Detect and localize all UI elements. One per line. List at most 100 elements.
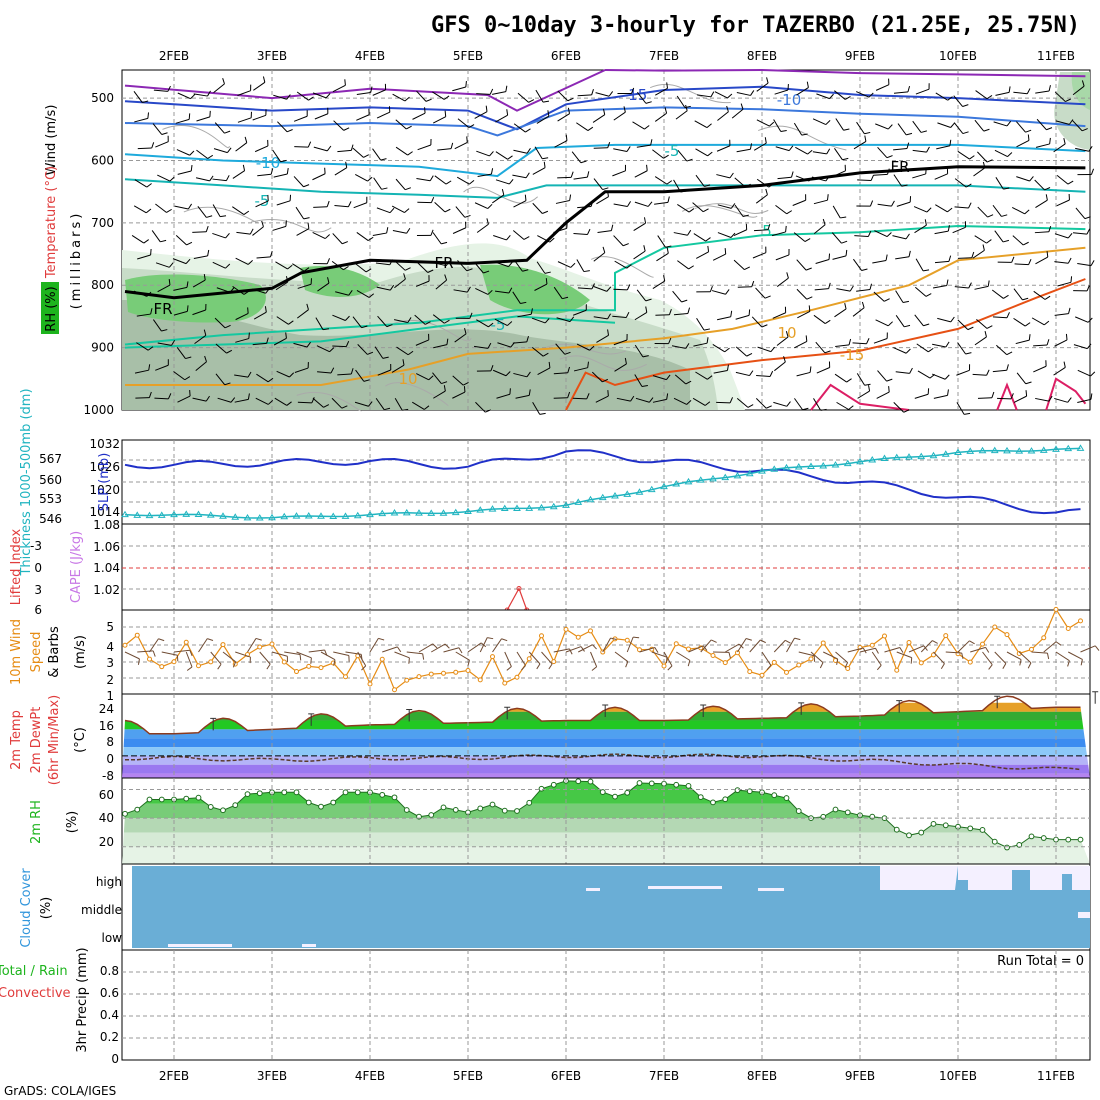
thickness-marker <box>941 450 950 457</box>
thickness-marker <box>1003 446 1011 454</box>
wind-barb-flag <box>624 357 627 365</box>
wind-barb-flag <box>249 228 254 235</box>
rh-point <box>428 812 435 818</box>
wind-barb <box>172 258 187 265</box>
wind-speed-point <box>771 659 777 665</box>
wind-barb <box>974 336 987 346</box>
wind-barb <box>857 390 870 399</box>
thickness-marker <box>1039 446 1048 453</box>
wind-barb <box>893 147 908 151</box>
wind-barb <box>313 146 328 152</box>
precip-tick-4: 0 <box>111 1052 119 1066</box>
thickness-marker <box>917 452 926 460</box>
thickness-marker <box>255 514 264 521</box>
wind-barb-flag <box>668 308 672 315</box>
rh-point <box>330 799 337 806</box>
wind-barb-flag <box>306 303 309 310</box>
wind-barb-flag <box>1070 276 1073 283</box>
date-label-bottom: 7FEB <box>649 1069 679 1083</box>
wind-barb <box>974 119 985 132</box>
wind-barb-flag <box>742 214 749 218</box>
wind-barb <box>161 651 178 656</box>
wind10-tick-1: 4 <box>106 640 114 654</box>
wind-barb-flag <box>786 210 793 215</box>
wind-barb-flag <box>825 175 830 182</box>
wind-barb-flag <box>766 77 769 84</box>
wind-speed-point <box>416 674 422 680</box>
date-label-top: 2FEB <box>159 49 189 63</box>
wind-barb-flag <box>285 332 287 339</box>
rh-point <box>489 801 496 808</box>
wind-barb-flag <box>726 105 729 112</box>
wind-barb <box>192 397 207 402</box>
wind-barb-flag <box>987 280 990 287</box>
wind-barb-flag <box>876 664 882 671</box>
wind-barb <box>1056 174 1069 185</box>
wind-barb-flag <box>569 648 573 655</box>
wind-barb-flag <box>266 663 271 670</box>
wind-barb-flag <box>544 318 550 324</box>
wind-barb <box>893 91 908 94</box>
wind-speed-point <box>392 687 397 693</box>
wind-barb-flag <box>247 371 252 378</box>
wind-barb-flag <box>569 316 575 322</box>
wind-barb-flag <box>368 401 373 407</box>
slp-tick-left-1: 560 <box>39 473 62 487</box>
wind-barb <box>155 203 167 213</box>
wind-barb-flag <box>666 82 669 89</box>
wind-barb-flag <box>591 89 594 96</box>
wind-speed-point <box>624 637 630 643</box>
wind-barb-flag <box>528 99 535 103</box>
temp-band <box>122 747 1090 756</box>
wind-barb <box>798 651 815 657</box>
wind-barb-flag <box>345 161 348 168</box>
wind-barb-flag <box>868 92 874 98</box>
lifted-index-label: Lifted Index <box>9 528 24 605</box>
wind-barb-flag <box>222 78 225 85</box>
wind-barb-flag <box>586 393 590 400</box>
wind-barb-flag <box>983 128 990 132</box>
wind-barb-flag <box>562 296 569 300</box>
wind-speed-point <box>441 670 446 676</box>
wind-barb <box>152 123 163 135</box>
wind-barb-flag <box>287 264 293 270</box>
wind-barb <box>455 651 470 661</box>
wind-barb-flag <box>465 81 467 88</box>
wind-barb-flag <box>626 146 631 152</box>
date-label-top: 8FEB <box>747 49 777 63</box>
wind-barb <box>775 254 790 261</box>
wind-barb <box>954 286 969 289</box>
wind-barb-flag <box>969 155 975 160</box>
wind-barb <box>394 397 403 411</box>
wind-speed-point <box>882 633 887 639</box>
cloud-panel-content <box>132 866 1090 948</box>
wind-barb <box>414 314 426 325</box>
wind-barb <box>512 341 527 344</box>
wind-barb-flag <box>965 183 972 188</box>
wind-barb <box>495 114 508 123</box>
wind-barb <box>431 643 446 653</box>
wind-barb-flag <box>769 121 775 127</box>
wind-barb-flag <box>147 346 154 351</box>
wind-barb <box>673 179 682 193</box>
wind-barb <box>595 395 609 403</box>
wind-barb <box>513 123 526 133</box>
wind-speed-point <box>563 626 569 632</box>
wind-barb-flag <box>786 272 789 279</box>
wind-barb <box>596 196 609 205</box>
wind-barb <box>355 173 368 182</box>
wind-barb-flag <box>230 397 236 403</box>
wind-barb-flag <box>168 262 174 268</box>
contour-label: -5 <box>491 316 506 334</box>
wind-barb <box>915 258 924 272</box>
thickness-marker <box>317 512 325 519</box>
wind-barb <box>994 149 1008 158</box>
wind-barb <box>454 141 468 150</box>
date-label-bottom: 5FEB <box>453 1069 483 1083</box>
wind-barb <box>751 316 763 328</box>
wind-barb-flag <box>610 637 617 640</box>
wind-barb <box>294 367 309 374</box>
wind-barb-flag <box>567 366 571 373</box>
slp-line <box>124 449 1081 515</box>
wind-barb-flag <box>627 201 632 207</box>
